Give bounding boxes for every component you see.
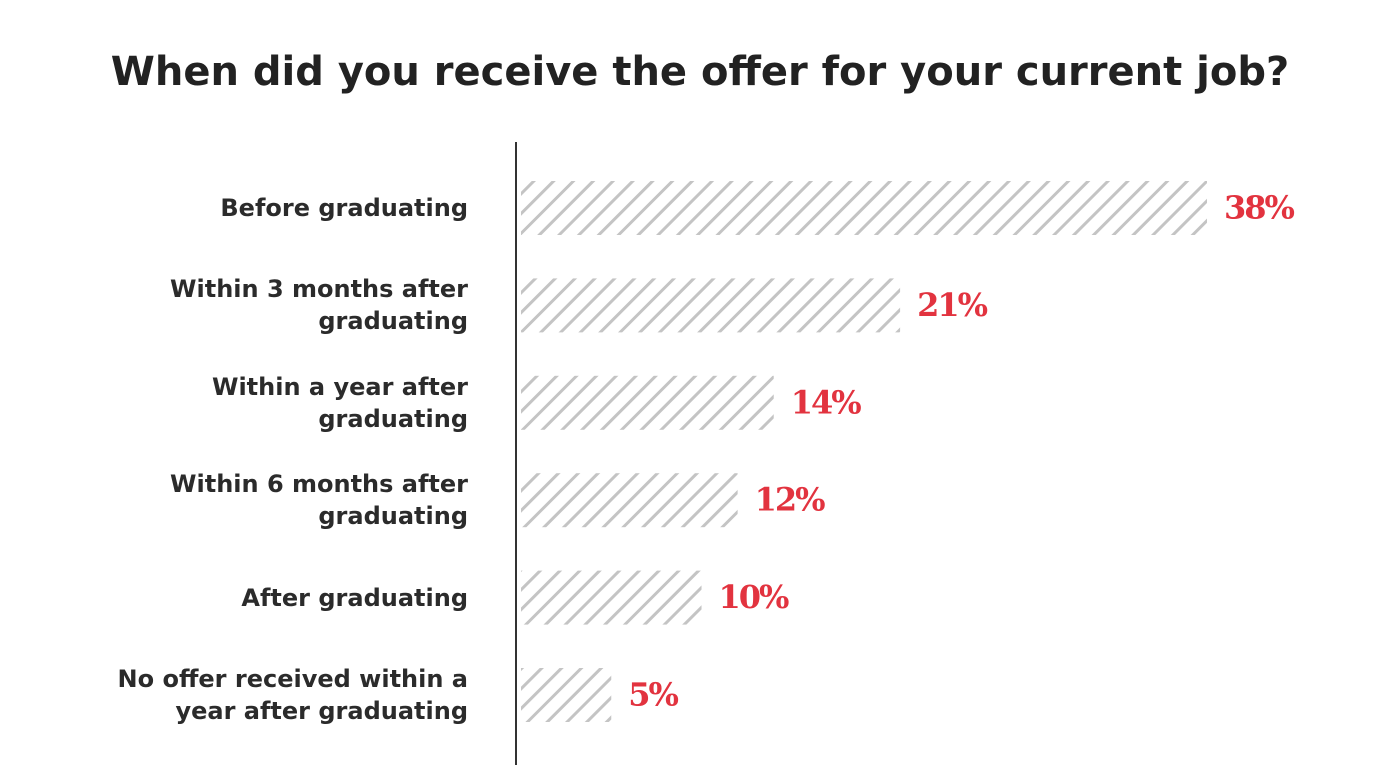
category-label: Within 6 months after graduating <box>170 470 468 531</box>
value-label: 38% <box>1224 189 1295 227</box>
category-label: Within a year after graduating <box>211 372 468 433</box>
value-label: 10% <box>719 578 790 616</box>
category-label: No offer received within a year after gr… <box>117 665 468 725</box>
value-label: 14% <box>791 383 862 421</box>
category-label: Within 3 months after graduating <box>170 275 468 336</box>
category-label: After graduating <box>241 583 468 612</box>
value-label: 12% <box>755 481 826 519</box>
value-label: 21% <box>917 286 988 324</box>
bar <box>521 278 901 333</box>
bar <box>521 473 738 528</box>
bar <box>521 570 702 625</box>
bar <box>521 668 612 722</box>
chart-title: When did you receive the offer for your … <box>111 49 1289 95</box>
bar <box>521 181 1207 235</box>
value-label: 5% <box>628 676 678 714</box>
category-label: Before graduating <box>220 194 468 222</box>
bar <box>521 375 774 430</box>
